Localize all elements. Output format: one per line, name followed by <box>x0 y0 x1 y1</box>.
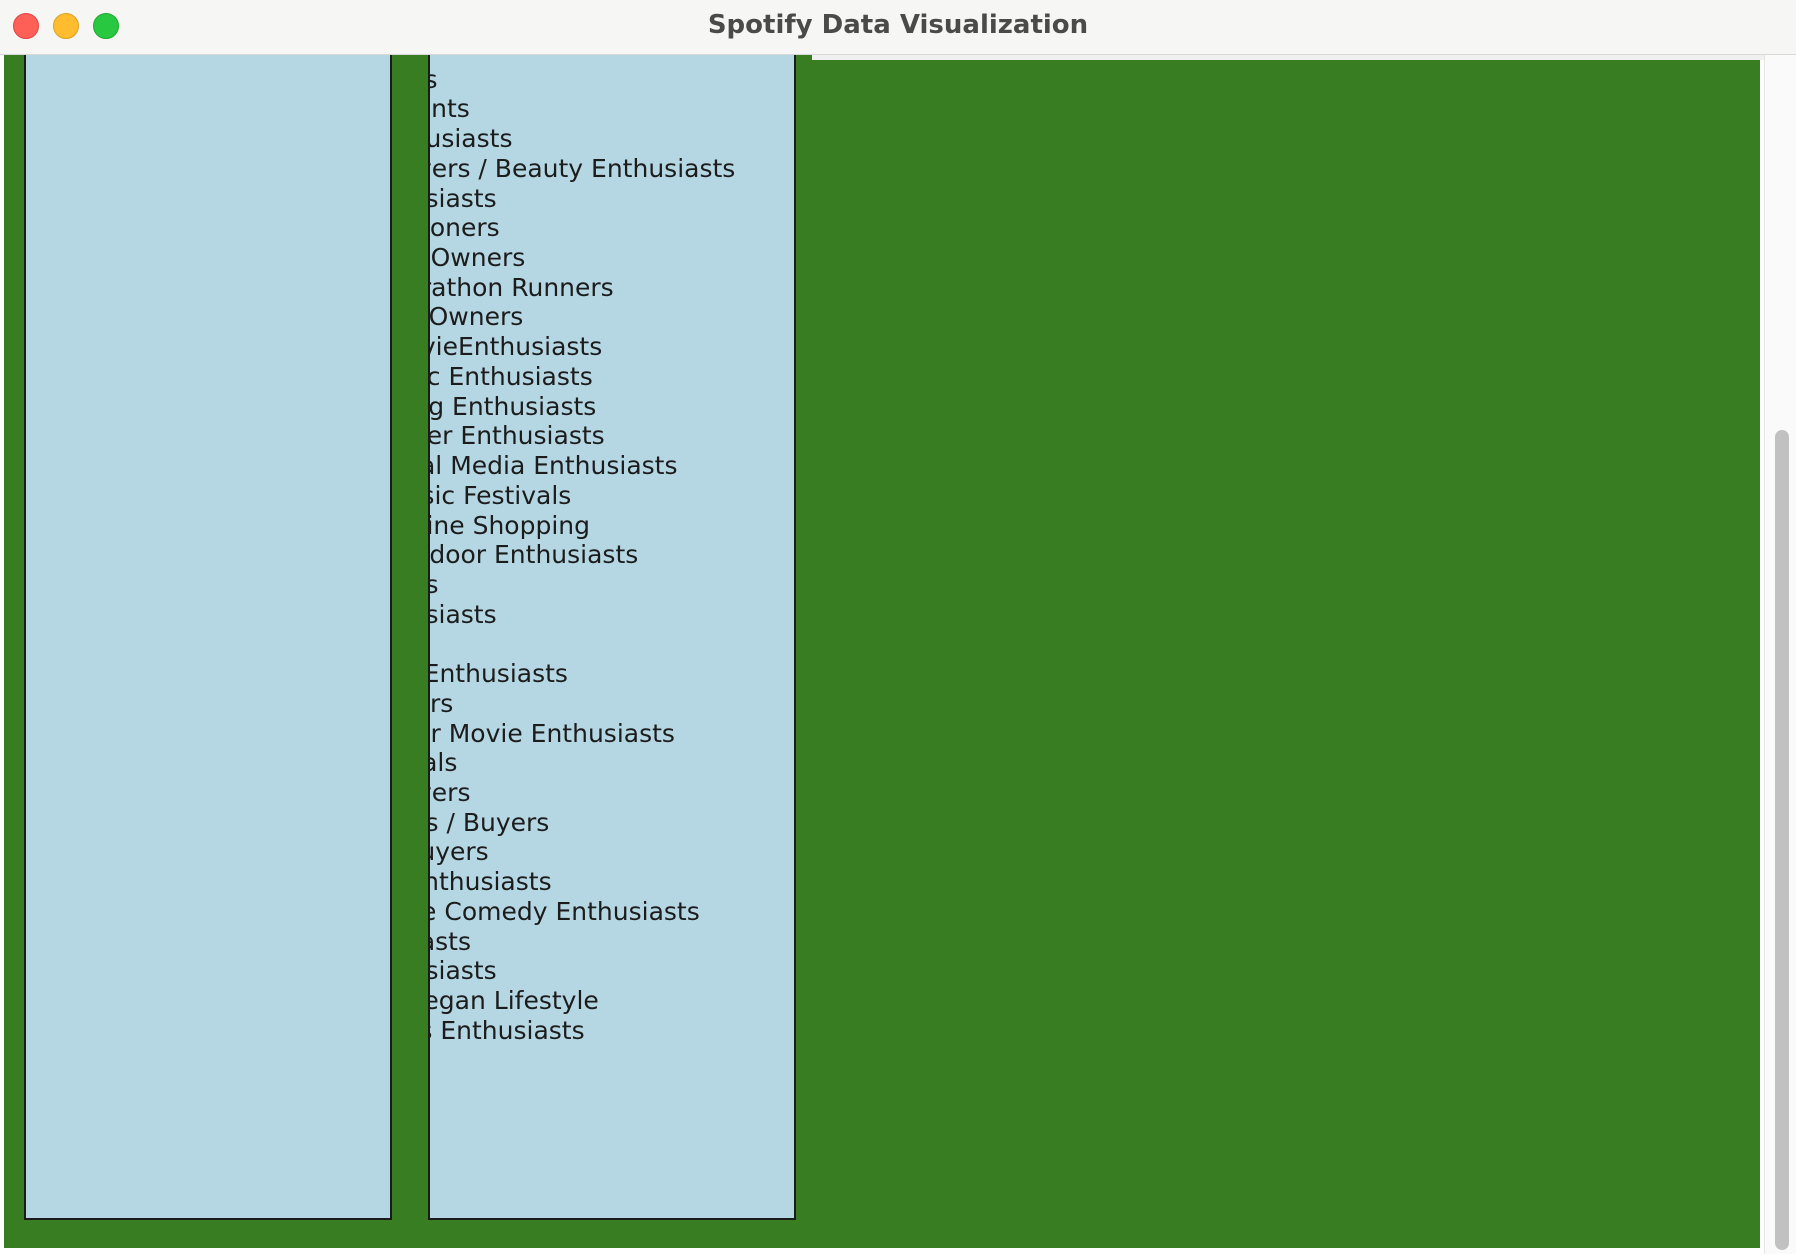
traffic-light-minimize-icon[interactable] <box>53 13 79 39</box>
window-title: Spotify Data Visualization <box>707 10 1089 40</box>
category-list-item[interactable]: thusiasts <box>430 183 497 213</box>
category-list-item[interactable]: thusiasts <box>430 599 497 629</box>
category-list-item[interactable]: Online Shopping <box>428 510 590 540</box>
title-bar: Spotify Data Visualization <box>0 0 1796 55</box>
category-list-item[interactable]: Buyers / Beauty Enthusiasts <box>430 153 736 183</box>
category-list-item[interactable]: thusiasts <box>430 956 497 986</box>
category-list-item[interactable]: Buyers <box>430 778 471 807</box>
content-area: ersyersudentsnthusiastsBuyers / Beauty E… <box>0 55 1796 1254</box>
category-list-item[interactable]: n/Vegan Lifestyle <box>428 986 599 1016</box>
canvas-top-strip <box>812 55 1764 60</box>
traffic-light-close-icon[interactable] <box>13 13 39 39</box>
category-list-item[interactable]: usiasts <box>430 926 471 956</box>
category-list-item[interactable]: cationers <box>429 213 500 243</box>
category-list-item[interactable]: udi Owners <box>430 243 526 273</box>
category-list-panel[interactable]: ersyersudentsnthusiastsBuyers / Beauty E… <box>428 55 796 1220</box>
category-list-item[interactable]: lini Owners <box>428 302 524 332</box>
category-list-item[interactable]: udents <box>430 94 470 124</box>
category-list-item[interactable]: Outdoor Enthusiasts <box>429 540 639 570</box>
vertical-scrollbar[interactable] <box>1764 55 1796 1254</box>
category-list-item[interactable]: ovie Comedy Enthusiasts <box>430 896 700 926</box>
left-panel <box>24 55 392 1220</box>
category-list-item[interactable]: bers <box>430 570 439 600</box>
category-list-item[interactable]: kiing Enthusiasts <box>428 391 597 421</box>
category-list-item[interactable]: occer Enthusiasts <box>428 421 605 451</box>
traffic-light-zoom-icon[interactable] <box>93 13 119 39</box>
category-list-item[interactable]: lusic Enthusiasts <box>428 361 593 391</box>
scrollbar-thumb[interactable] <box>1775 430 1789 1250</box>
category-list-item[interactable]: ionals <box>430 748 458 778</box>
category-list-item[interactable]: ocial Media Enthusiasts <box>430 451 678 481</box>
category-list-item[interactable]: ners / Buyers <box>430 807 550 837</box>
category-list-item[interactable]: Marathon Runners <box>430 272 614 302</box>
category-list-item[interactable]: ng Enthusiasts <box>428 659 568 689</box>
category-list-item[interactable]: yers <box>430 65 437 95</box>
category-list-item[interactable]: orts Enthusiasts <box>430 1015 585 1045</box>
category-list-item[interactable]: r Buyers <box>430 837 489 867</box>
category-list-item[interactable]: e Enthusiasts <box>430 867 552 897</box>
category-list-item[interactable]: riller Movie Enthusiasts <box>430 718 675 748</box>
visualization-canvas: ersyersudentsnthusiastsBuyers / Beauty E… <box>4 55 1764 1248</box>
category-list-item[interactable]: Music Festivals <box>430 480 572 510</box>
category-list-item[interactable]: uyers <box>430 688 454 718</box>
category-list-item[interactable]: nthusiasts <box>428 124 513 154</box>
